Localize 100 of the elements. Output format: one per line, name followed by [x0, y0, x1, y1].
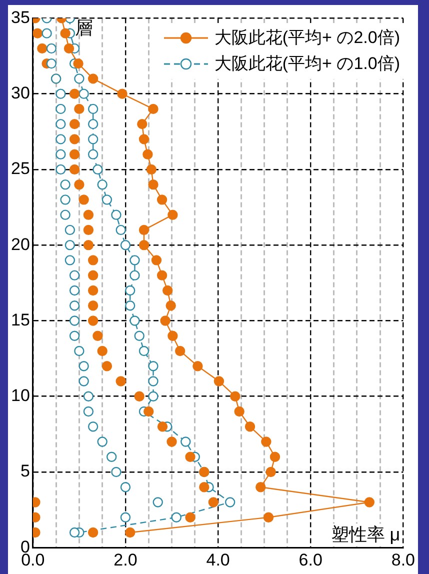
point — [83, 210, 94, 220]
point — [116, 224, 126, 236]
point — [92, 164, 103, 175]
y-tick-label: 10 — [10, 386, 30, 406]
point — [37, 43, 48, 54]
point — [74, 74, 84, 84]
point — [116, 376, 126, 386]
point — [160, 316, 170, 326]
legend-label: 大阪此花(平均+ の1.0倍) — [214, 53, 400, 75]
point — [97, 436, 108, 447]
point — [263, 512, 274, 522]
y-tick-label: 35 — [10, 8, 30, 27]
point — [125, 285, 136, 296]
y-tick-label: 30 — [10, 84, 30, 103]
point — [148, 376, 158, 386]
point — [261, 436, 272, 447]
point — [166, 300, 176, 311]
point — [64, 43, 74, 54]
point — [88, 74, 98, 84]
x-tick-label: 4.0 — [206, 550, 230, 570]
point — [73, 58, 84, 69]
point — [97, 346, 108, 356]
point — [142, 149, 153, 160]
point — [199, 482, 210, 492]
point — [69, 118, 80, 130]
point — [88, 118, 98, 130]
point — [146, 164, 156, 175]
point — [214, 376, 224, 386]
point — [125, 527, 136, 538]
point — [111, 210, 122, 220]
point — [69, 88, 80, 99]
y-tick-label: 20 — [10, 234, 30, 254]
point — [74, 179, 84, 190]
point — [88, 300, 98, 311]
point — [270, 452, 280, 462]
point — [266, 466, 276, 478]
point — [125, 300, 136, 311]
point — [88, 255, 98, 266]
point — [138, 346, 150, 356]
point — [102, 360, 112, 372]
point — [171, 512, 182, 522]
point — [117, 88, 128, 99]
point — [156, 194, 168, 205]
point — [192, 360, 203, 372]
point — [88, 149, 98, 160]
point — [130, 255, 140, 266]
point — [138, 224, 150, 236]
point — [148, 391, 158, 402]
point — [69, 134, 80, 144]
point — [148, 360, 158, 372]
point — [69, 164, 80, 175]
point — [78, 88, 89, 99]
point — [234, 406, 244, 417]
point — [74, 104, 84, 114]
point — [168, 210, 178, 220]
y-tick-label: 25 — [10, 159, 30, 178]
x-tick-label: 6.0 — [298, 550, 322, 570]
point — [162, 285, 173, 296]
x-axis-title: 塑性率 μ — [330, 524, 400, 545]
point — [88, 527, 98, 538]
legend-label: 大阪此花(平均+ の2.0倍) — [214, 27, 400, 49]
point — [78, 194, 89, 205]
point — [138, 240, 150, 250]
point — [364, 497, 374, 508]
point — [88, 270, 98, 280]
point — [88, 316, 98, 326]
point — [130, 316, 140, 326]
point — [56, 164, 66, 175]
point — [185, 452, 196, 462]
point — [83, 391, 94, 402]
point — [69, 316, 80, 326]
x-tick-label: 2.0 — [114, 550, 138, 570]
point — [56, 88, 66, 99]
point — [180, 436, 191, 447]
point — [148, 104, 158, 114]
x-tick-label: 8.0 — [391, 550, 416, 570]
point — [157, 421, 168, 432]
point — [32, 28, 43, 38]
point — [244, 421, 256, 432]
point — [148, 179, 158, 190]
point — [60, 28, 70, 38]
point — [185, 512, 196, 522]
point — [102, 194, 112, 205]
point — [92, 330, 103, 341]
y-tick-label: 15 — [10, 310, 30, 330]
point — [168, 330, 178, 341]
point — [208, 497, 219, 508]
point — [130, 270, 140, 280]
point — [64, 240, 76, 250]
point — [120, 482, 131, 492]
point — [83, 240, 94, 250]
point — [69, 527, 80, 538]
point — [111, 466, 122, 478]
point — [166, 436, 177, 447]
point — [256, 482, 266, 492]
y-axis-title: 層 — [74, 18, 93, 38]
point — [156, 270, 168, 280]
point — [144, 406, 154, 417]
point — [134, 330, 144, 341]
point — [120, 512, 131, 522]
